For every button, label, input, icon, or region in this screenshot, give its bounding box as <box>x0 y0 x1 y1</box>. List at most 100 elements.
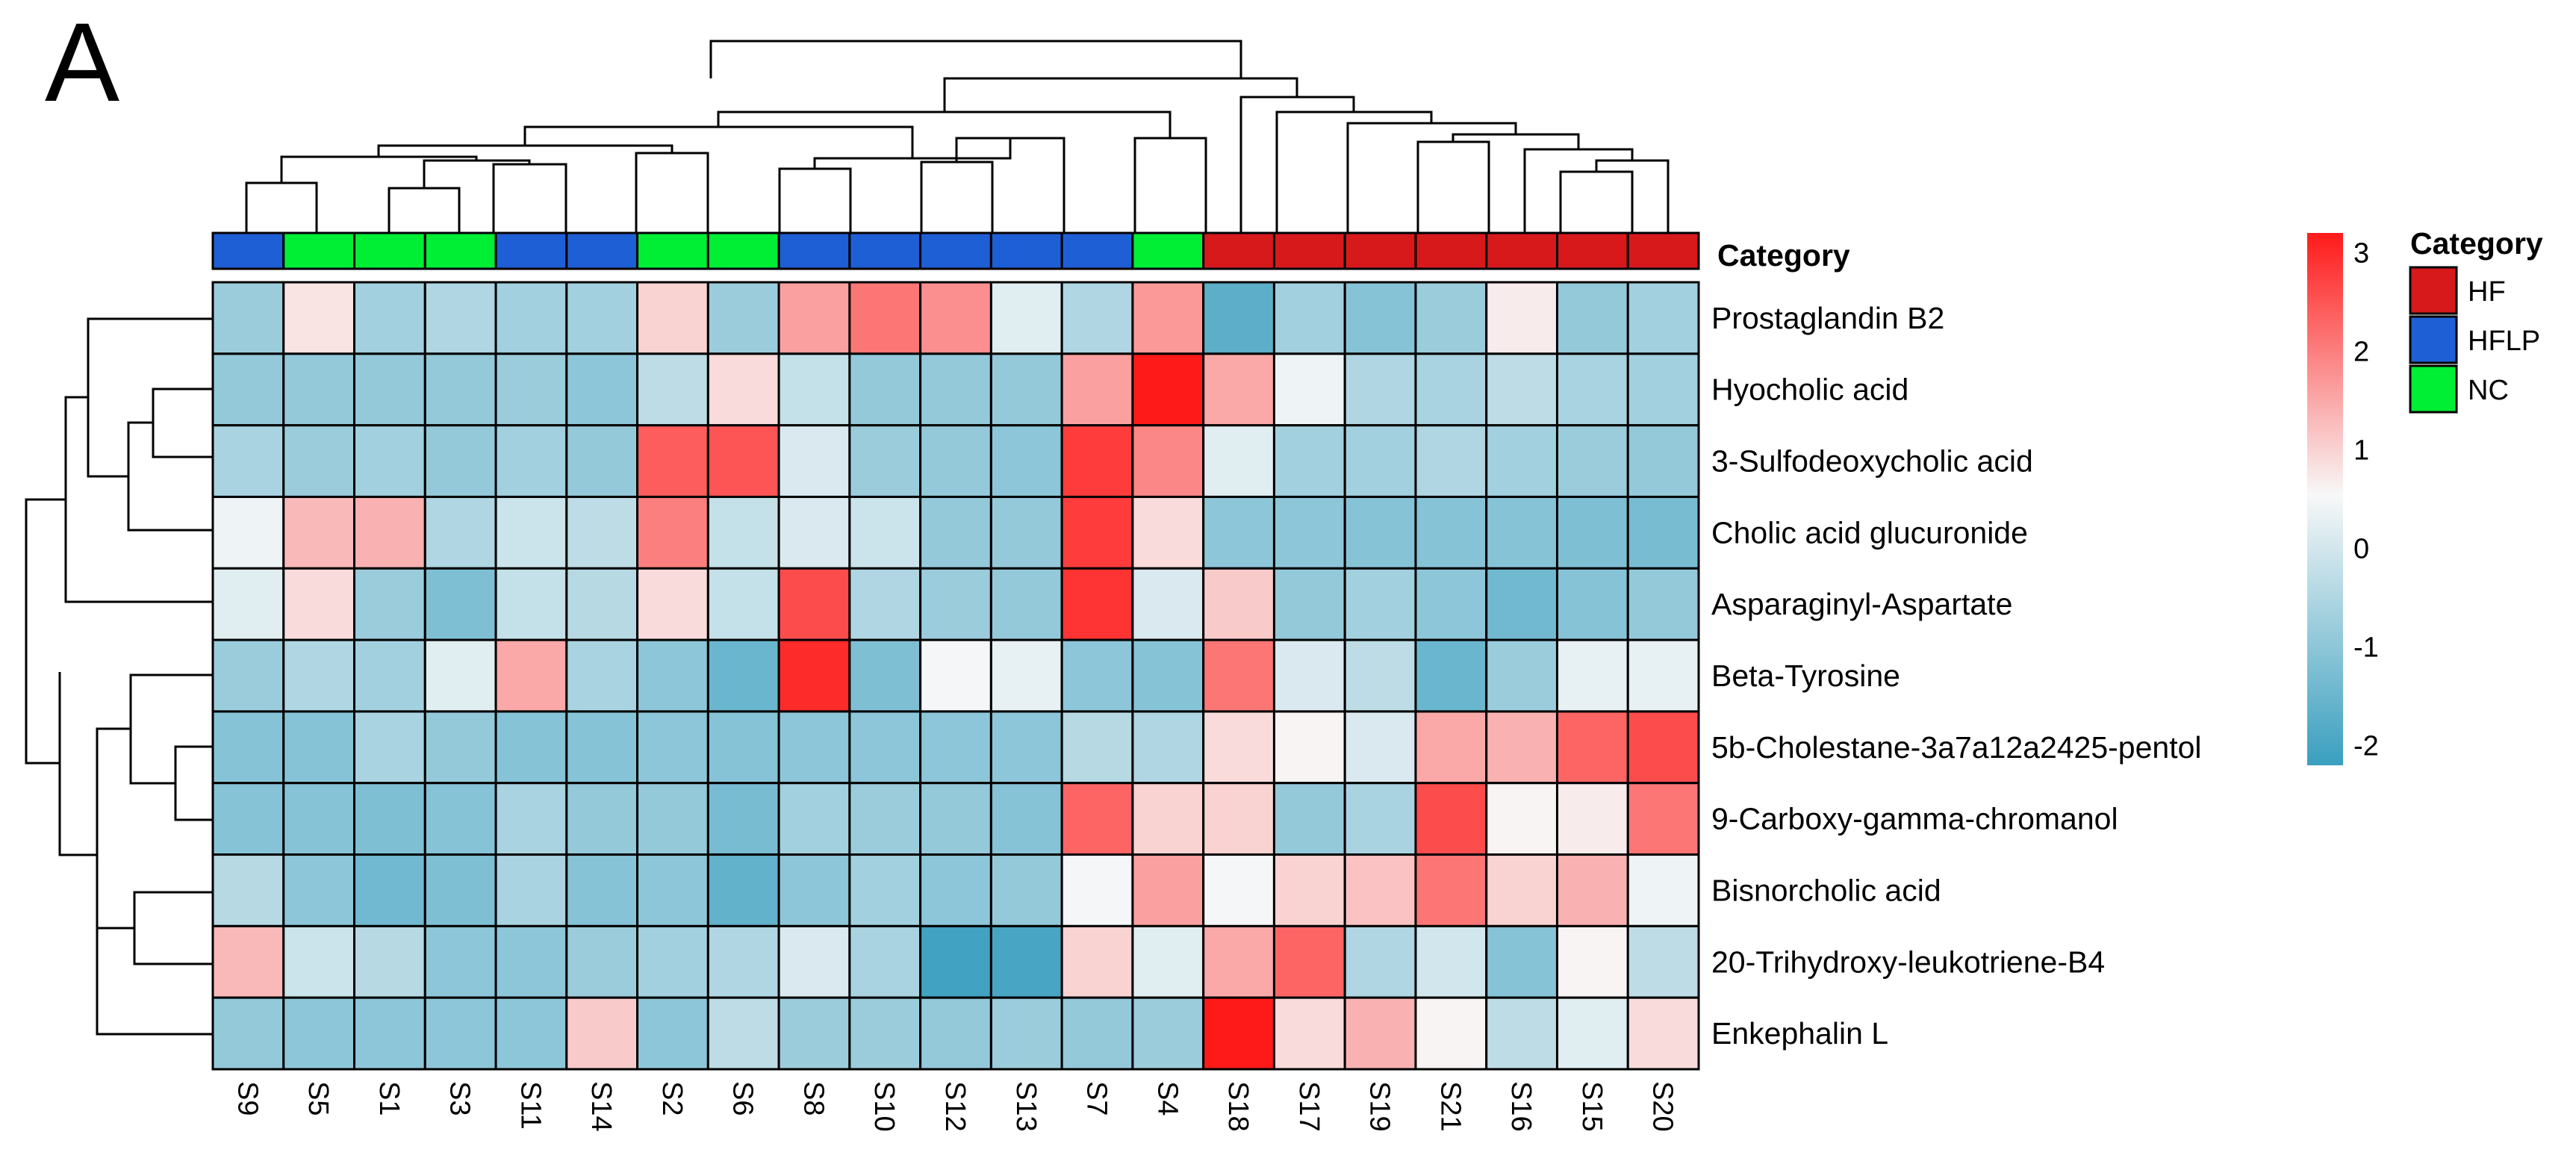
heatmap-cell <box>1272 996 1346 1071</box>
heatmap-cell <box>989 782 1063 856</box>
heatmap-cell <box>1414 996 1488 1071</box>
heatmap-cell <box>1272 495 1346 570</box>
heatmap-cell <box>1555 424 1629 498</box>
heatmap-cell <box>565 638 639 713</box>
heatmap-cell <box>919 996 992 1071</box>
heatmap-cell <box>282 853 356 927</box>
heatmap-cell <box>1202 710 1275 785</box>
heatmap-cell <box>1343 352 1417 427</box>
column-label: S21 <box>1434 1081 1466 1132</box>
column-label: S13 <box>1010 1081 1042 1132</box>
column-label: S17 <box>1293 1081 1325 1132</box>
row-label: Cholic acid glucuronide <box>1711 515 2028 550</box>
heatmap-cell <box>777 567 851 641</box>
heatmap-cell <box>1626 638 1700 713</box>
category-cell <box>1272 231 1346 270</box>
heatmap-cell <box>1485 710 1558 785</box>
heatmap-cell <box>1555 853 1629 927</box>
heatmap-cell <box>353 782 426 856</box>
color-scale-ticks: 3 2 1 0 -1 -2 <box>2353 237 2379 762</box>
heatmap-cell <box>1131 996 1205 1071</box>
column-label: S5 <box>302 1081 334 1116</box>
category-cell <box>565 231 639 270</box>
heatmap-cell <box>1555 281 1629 355</box>
heatmap-cell <box>423 495 497 570</box>
heatmap-cell <box>1414 853 1488 927</box>
heatmap-cell <box>282 924 356 999</box>
heatmap-cell <box>636 853 709 927</box>
heatmap-cell <box>494 853 568 927</box>
heatmap-cell <box>777 495 851 570</box>
heatmap-cell <box>1202 495 1275 570</box>
category-cell <box>706 231 780 270</box>
heatmap-cell <box>1272 424 1346 498</box>
heatmap-cell <box>636 352 709 427</box>
heatmap-cell <box>494 567 568 641</box>
category-cell <box>1060 231 1134 270</box>
heatmap-cell <box>1555 782 1629 856</box>
heatmap-cell <box>353 638 426 713</box>
heatmap-cell <box>423 638 497 713</box>
color-scale-tick-label: 1 <box>2353 435 2369 467</box>
heatmap-cell <box>1060 495 1134 570</box>
row-label: Hyocholic acid <box>1711 373 1908 407</box>
heatmap-cell <box>706 281 780 355</box>
category-cell <box>1202 231 1275 270</box>
heatmap-cell <box>636 638 709 713</box>
category-bar-label: Category <box>1717 238 1850 273</box>
column-dendrogram <box>245 40 1670 237</box>
heatmap-cell <box>1060 710 1134 785</box>
heatmap-cell <box>1202 424 1275 498</box>
heatmap-cell <box>1485 352 1558 427</box>
heatmap-cell <box>777 710 851 785</box>
heatmap-cell <box>423 996 497 1071</box>
heatmap-cell <box>636 710 709 785</box>
heatmap-cell <box>1202 853 1275 927</box>
heatmap-cell <box>353 281 426 355</box>
heatmap-cell <box>1343 924 1417 999</box>
heatmap-cells <box>211 281 1700 1071</box>
column-label: S6 <box>727 1081 759 1116</box>
heatmap-cell <box>353 424 426 498</box>
heatmap-cell <box>423 352 497 427</box>
heatmap-cell <box>211 924 285 999</box>
heatmap-cell <box>848 567 922 641</box>
category-cell <box>423 231 497 270</box>
heatmap-cell <box>1343 853 1417 927</box>
heatmap-cell <box>423 924 497 999</box>
heatmap-cell <box>211 853 285 927</box>
heatmap-cell <box>1414 352 1488 427</box>
heatmap-cell <box>1485 495 1558 570</box>
heatmap-cell <box>565 567 639 641</box>
heatmap-cell <box>777 352 851 427</box>
category-legend-swatch <box>2409 266 2458 315</box>
heatmap-cell <box>1272 853 1346 927</box>
heatmap-cell <box>353 495 426 570</box>
heatmap-cell <box>1555 638 1629 713</box>
heatmap-cell <box>353 352 426 427</box>
heatmap-cell <box>1555 924 1629 999</box>
category-cell <box>282 231 356 270</box>
category-legend-label: NC <box>2468 375 2509 406</box>
heatmap-cell <box>919 853 992 927</box>
heatmap-cell <box>777 996 851 1071</box>
category-legend-swatch <box>2409 315 2458 364</box>
heatmap-cell <box>777 638 851 713</box>
heatmap-cell <box>1060 924 1134 999</box>
heatmap-cell <box>423 782 497 856</box>
row-label: 3-Sulfodeoxycholic acid <box>1711 444 2033 479</box>
heatmap-cell <box>565 996 639 1071</box>
heatmap-cell <box>1414 710 1488 785</box>
heatmap-cell <box>282 710 356 785</box>
heatmap-cell <box>282 495 356 570</box>
heatmap-cell <box>1131 567 1205 641</box>
heatmap-cell <box>848 495 922 570</box>
category-cell <box>1626 231 1700 270</box>
column-label: S19 <box>1364 1081 1396 1132</box>
category-cell <box>1485 231 1558 270</box>
heatmap-cell <box>1131 352 1205 427</box>
heatmap-cell <box>494 710 568 785</box>
row-label: Beta-Tyrosine <box>1711 659 1900 693</box>
heatmap-cell <box>1131 853 1205 927</box>
column-label: S18 <box>1222 1081 1254 1132</box>
